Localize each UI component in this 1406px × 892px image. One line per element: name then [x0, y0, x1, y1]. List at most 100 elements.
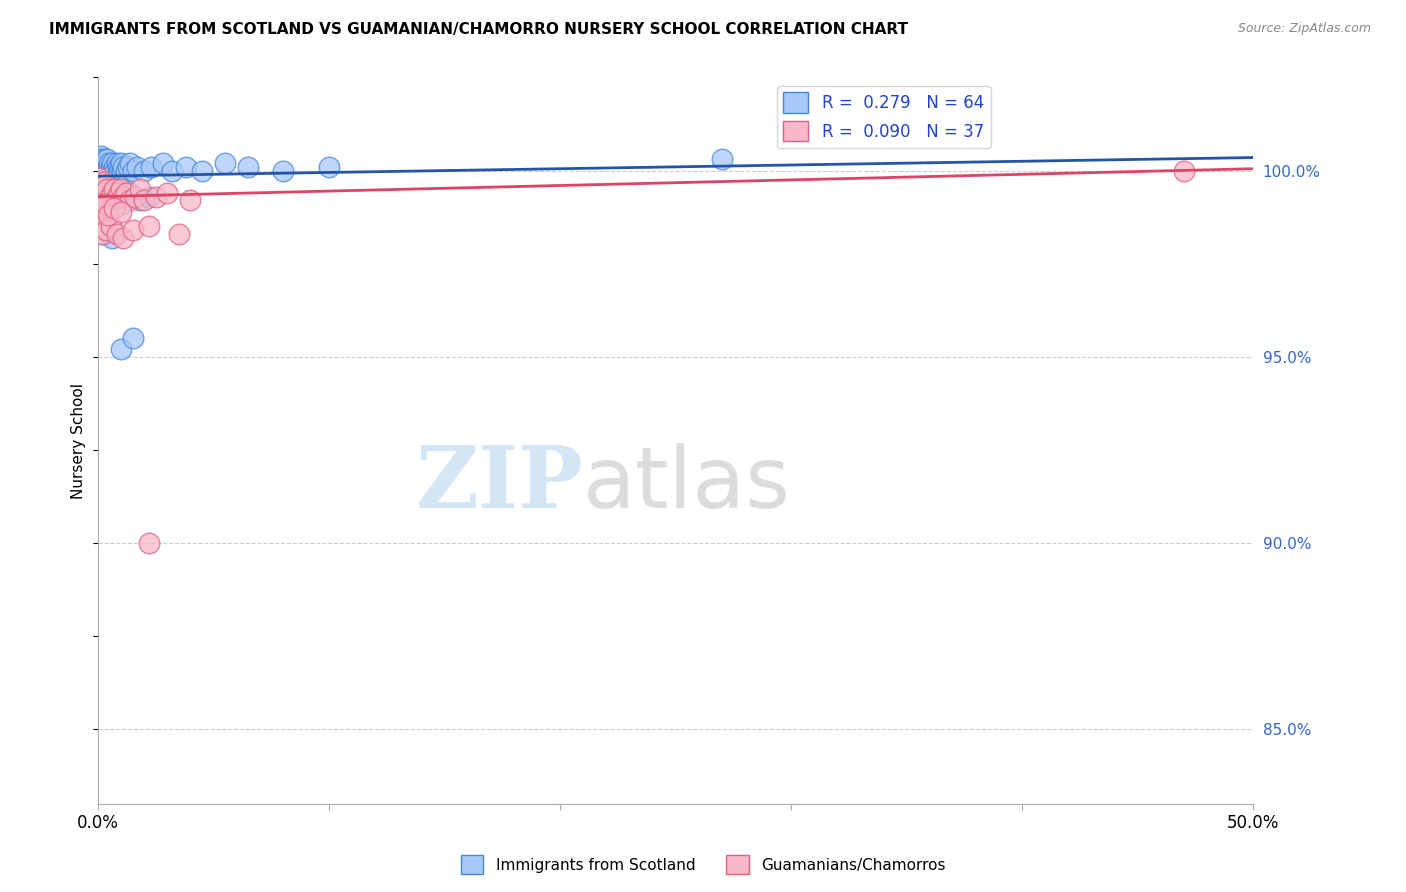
Point — [93, 186, 115, 200]
Point — [105, 227, 128, 241]
Point — [214, 156, 236, 170]
Point — [156, 186, 179, 200]
Point — [127, 160, 149, 174]
Point — [91, 186, 114, 200]
Text: IMMIGRANTS FROM SCOTLAND VS GUAMANIAN/CHAMORRO NURSERY SCHOOL CORRELATION CHART: IMMIGRANTS FROM SCOTLAND VS GUAMANIAN/CH… — [49, 22, 908, 37]
Point — [91, 160, 114, 174]
Y-axis label: Nursery School: Nursery School — [72, 383, 86, 499]
Point — [94, 223, 117, 237]
Point — [98, 189, 121, 203]
Point — [174, 160, 197, 174]
Point — [90, 149, 112, 163]
Point — [110, 156, 132, 170]
Point — [90, 201, 112, 215]
Point — [121, 223, 143, 237]
Point — [138, 189, 160, 203]
Point — [145, 189, 167, 203]
Point — [141, 160, 163, 174]
Point — [90, 182, 112, 196]
Point — [191, 163, 214, 178]
Point — [101, 163, 124, 178]
Point — [120, 194, 142, 208]
Point — [100, 160, 122, 174]
Point — [94, 163, 117, 178]
Point — [104, 182, 127, 196]
Point — [89, 156, 111, 170]
Point — [90, 189, 112, 203]
Text: atlas: atlas — [583, 442, 792, 525]
Point — [97, 163, 120, 178]
Point — [110, 182, 132, 196]
Point — [94, 156, 117, 170]
Point — [318, 160, 340, 174]
Point — [94, 160, 117, 174]
Point — [112, 160, 135, 174]
Point — [89, 153, 111, 167]
Point — [134, 163, 156, 178]
Point — [111, 163, 134, 178]
Point — [112, 230, 135, 244]
Point — [108, 163, 131, 178]
Point — [103, 201, 125, 215]
Point — [108, 160, 131, 174]
Point — [124, 189, 146, 203]
Point — [107, 160, 129, 174]
Point — [117, 160, 139, 174]
Point — [91, 153, 114, 167]
Point — [89, 219, 111, 234]
Point — [103, 182, 125, 196]
Point — [271, 163, 294, 178]
Point — [167, 227, 190, 241]
Point — [121, 163, 143, 178]
Text: ZIP: ZIP — [415, 442, 583, 526]
Point — [121, 331, 143, 345]
Point — [97, 208, 120, 222]
Text: Source: ZipAtlas.com: Source: ZipAtlas.com — [1237, 22, 1371, 36]
Legend: Immigrants from Scotland, Guamanians/Chamorros: Immigrants from Scotland, Guamanians/Cha… — [454, 849, 952, 880]
Point — [114, 186, 136, 200]
Point — [1173, 163, 1195, 178]
Point — [110, 343, 132, 357]
Point — [101, 186, 124, 200]
Point — [89, 219, 111, 234]
Point — [96, 153, 118, 167]
Point — [138, 536, 160, 550]
Point — [89, 182, 111, 196]
Point — [128, 194, 150, 208]
Point — [179, 194, 201, 208]
Point — [94, 178, 117, 193]
Point — [96, 182, 118, 196]
Point — [134, 194, 156, 208]
Point — [103, 160, 125, 174]
Point — [94, 194, 117, 208]
Point — [93, 197, 115, 211]
Point — [90, 156, 112, 170]
Point — [89, 178, 111, 193]
Point — [114, 163, 136, 178]
Point — [91, 175, 114, 189]
Point — [112, 189, 135, 203]
Point — [105, 189, 128, 203]
Point — [93, 156, 115, 170]
Point — [138, 219, 160, 234]
Point — [110, 204, 132, 219]
Point — [100, 219, 122, 234]
Point — [91, 163, 114, 178]
Point — [97, 160, 120, 174]
Point — [160, 163, 183, 178]
Point — [152, 156, 174, 170]
Point — [93, 153, 115, 167]
Point — [105, 156, 128, 170]
Point — [238, 160, 260, 174]
Point — [128, 182, 150, 196]
Point — [91, 227, 114, 241]
Point — [89, 160, 111, 174]
Point — [91, 227, 114, 241]
Point — [104, 163, 127, 178]
Point — [98, 189, 121, 203]
Point — [98, 163, 121, 178]
Point — [710, 153, 733, 167]
Point — [120, 156, 142, 170]
Point — [108, 186, 131, 200]
Point — [101, 156, 124, 170]
